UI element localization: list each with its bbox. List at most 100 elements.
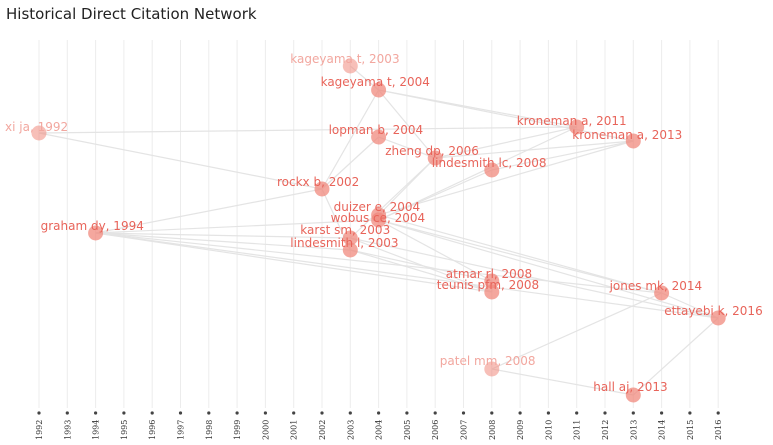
edge-xi1992-rockx2002 [38, 132, 323, 190]
edge-wobus2004-jones2014 [378, 219, 662, 294]
label-lindesmith2003: lindesmith l, 2003 [290, 236, 398, 250]
edge-graham1994-jones2014 [95, 232, 662, 294]
edge-graham1994-ettayebi2016 [95, 232, 719, 319]
edge-kageyama2004-zheng2006 [378, 89, 436, 159]
node-kroneman2013[interactable] [625, 133, 641, 149]
edge-kageyama2004-kroneman2013 [378, 89, 634, 142]
tick-label-2001: 2001 [290, 420, 299, 440]
edge-jones2014-patel2008 [491, 292, 662, 370]
label-teunis2008: teunis pfm, 2008 [437, 278, 539, 292]
tick-mark-1993 [65, 411, 69, 415]
edge-patel2008-hall2013 [491, 368, 634, 396]
node-graham1994[interactable] [88, 225, 104, 241]
node-kageyama2003[interactable] [342, 58, 358, 74]
label-graham1994: graham dy, 1994 [41, 219, 144, 233]
edge-xi1992-kroneman2011 [38, 126, 577, 134]
tick-mark-2005 [405, 411, 409, 415]
tick-mark-2013 [631, 411, 635, 415]
tick-mark-2006 [433, 411, 437, 415]
node-hall2013[interactable] [625, 387, 641, 403]
tick-mark-1996 [150, 411, 154, 415]
chart-title: Historical Direct Citation Network [6, 5, 257, 23]
edge-kroneman2013-duizer2004 [378, 140, 634, 216]
edge-zheng2006-kroneman2011 [435, 126, 577, 159]
tick-mark-1999 [235, 411, 239, 415]
label-patel2008: patel mm, 2008 [440, 354, 536, 368]
edge-graham1994-teunis2008 [95, 232, 492, 293]
label-kroneman2013: kroneman a, 2013 [572, 128, 682, 142]
label-kageyama2003: kageyama t, 2003 [290, 52, 399, 66]
label-lindesmith2008: lindesmith lc, 2008 [432, 156, 547, 170]
tick-mark-2000 [263, 411, 267, 415]
edge-rockx2002-graham1994 [95, 188, 323, 234]
edge-graham1994-lindesmith2003 [95, 232, 351, 251]
label-wobus2004: wobus ce, 2004 [331, 211, 426, 225]
tick-mark-2015 [688, 411, 692, 415]
tick-mark-2001 [292, 411, 296, 415]
edge-kageyama2004-rockx2002 [321, 89, 380, 190]
tick-label-2003: 2003 [346, 420, 355, 440]
tick-label-2010: 2010 [544, 420, 553, 440]
label-zheng2006: zheng dp, 2006 [385, 144, 479, 158]
edge-lopman2004-zheng2006 [378, 136, 436, 159]
node-zheng2006[interactable] [427, 150, 443, 166]
label-atmar2008: atmar rl, 2008 [446, 267, 532, 281]
node-lopman2004[interactable] [371, 129, 387, 145]
node-teunis2008[interactable] [484, 284, 500, 300]
label-kageyama2004: kageyama t, 2004 [321, 75, 430, 89]
edge-graham1994-wobus2004 [95, 219, 379, 234]
tick-mark-1998 [207, 411, 211, 415]
edge-kroneman2011-wobus2004 [378, 126, 577, 221]
tick-mark-2007 [461, 411, 466, 415]
tick-mark-1997 [178, 411, 183, 415]
edge-graham1994-karst2003 [95, 232, 351, 239]
tick-mark-2009 [518, 411, 522, 415]
tick-label-2008: 2008 [488, 420, 497, 440]
tick-label-2007: 2007 [460, 420, 469, 440]
citation-edges [38, 65, 719, 396]
tick-label-1994: 1994 [92, 420, 101, 440]
tick-label-1992: 1992 [35, 420, 44, 440]
tick-label-2004: 2004 [375, 420, 384, 440]
edge-zheng2006-karst2003 [349, 157, 436, 239]
tick-label-1998: 1998 [205, 420, 214, 440]
tick-mark-2011 [575, 411, 579, 415]
edge-jones2014-ettayebi2016 [661, 292, 719, 319]
tick-mark-1992 [37, 411, 41, 415]
node-kroneman2011[interactable] [569, 119, 585, 135]
node-patel2008[interactable] [484, 361, 500, 377]
tick-mark-2012 [603, 411, 607, 415]
node-kageyama2004[interactable] [371, 82, 387, 98]
x-axis-ticks: 1992 1993 1994 1995 1996 1997 1998 1999 2000 2001… [35, 411, 723, 440]
node-wobus2004[interactable] [371, 212, 387, 228]
node-ettayebi2016[interactable] [710, 310, 726, 326]
node-karst2003[interactable] [342, 230, 358, 246]
node-lindesmith2008[interactable] [484, 162, 500, 178]
node-rockx2002[interactable] [314, 181, 330, 197]
node-xi1992[interactable] [31, 125, 47, 141]
label-xi1992: xi ja, 1992 [5, 120, 68, 134]
tick-label-2006: 2006 [431, 420, 440, 440]
node-jones2014[interactable] [654, 285, 670, 301]
tick-mark-1995 [122, 411, 126, 415]
node-lindesmith2003[interactable] [342, 242, 358, 258]
tick-label-2016: 2016 [714, 420, 723, 440]
edge-karst2003-ettayebi2016 [350, 237, 719, 319]
edge-duizer2004-jones2014 [378, 214, 662, 294]
label-lopman2004: lopman b, 2004 [329, 123, 424, 137]
edge-wobus2004-ettayebi2016 [378, 219, 719, 319]
tick-label-1996: 1996 [148, 420, 157, 440]
label-karst2003: karst sm, 2003 [300, 223, 390, 237]
tick-label-2015: 2015 [686, 420, 695, 440]
tick-mark-2002 [320, 411, 324, 415]
edge-zheng2006-kroneman2013 [435, 140, 634, 159]
tick-label-1997: 1997 [177, 420, 186, 440]
edge-ettayebi2016-hall2013 [632, 317, 719, 396]
label-kroneman2011: kroneman a, 2011 [517, 114, 627, 128]
node-atmar2008[interactable] [484, 273, 500, 289]
tick-mark-2016 [716, 411, 720, 415]
tick-label-1999: 1999 [233, 420, 242, 440]
label-ettayebi2016: ettayebi k, 2016 [664, 304, 763, 318]
tick-mark-2010 [546, 411, 551, 415]
